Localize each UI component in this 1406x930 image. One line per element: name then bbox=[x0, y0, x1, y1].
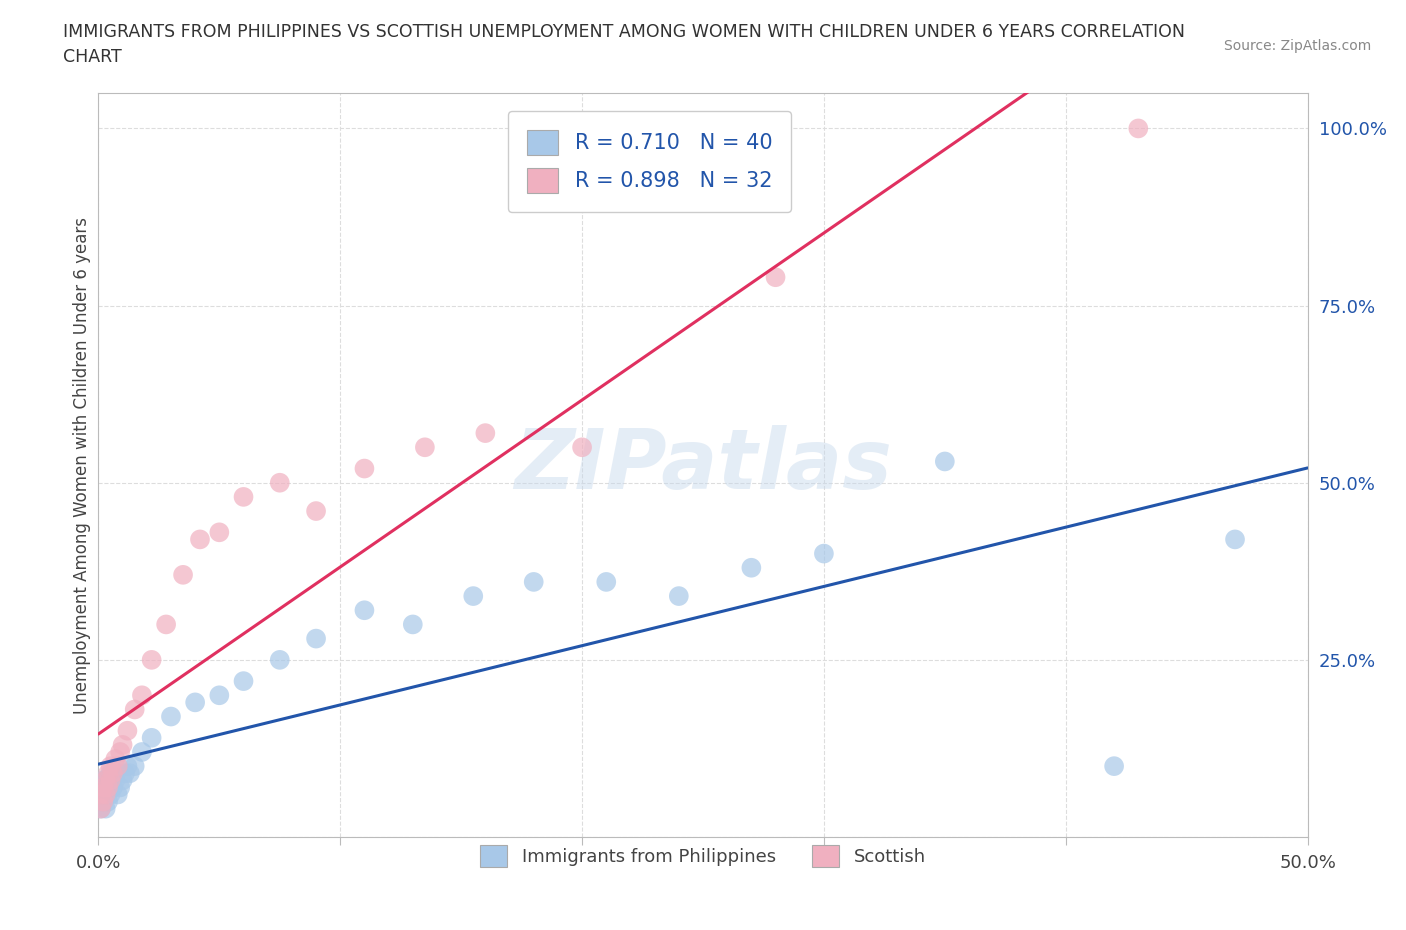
Point bbox=[111, 737, 134, 752]
Point bbox=[463, 589, 485, 604]
Point bbox=[141, 653, 163, 668]
Point bbox=[97, 780, 120, 795]
Point bbox=[111, 773, 134, 788]
Point bbox=[94, 773, 117, 788]
Point bbox=[131, 745, 153, 760]
Point bbox=[269, 653, 291, 668]
Point bbox=[104, 751, 127, 766]
Point bbox=[188, 532, 211, 547]
Point bbox=[97, 794, 120, 809]
Point bbox=[131, 688, 153, 703]
Point bbox=[104, 773, 127, 788]
Point bbox=[160, 709, 183, 724]
Point bbox=[208, 688, 231, 703]
Point bbox=[232, 489, 254, 504]
Point bbox=[107, 787, 129, 802]
Text: ZIPatlas: ZIPatlas bbox=[515, 424, 891, 506]
Point bbox=[90, 802, 112, 817]
Point bbox=[100, 765, 122, 780]
Point bbox=[118, 765, 141, 780]
Point bbox=[94, 787, 117, 802]
Legend: Immigrants from Philippines, Scottish: Immigrants from Philippines, Scottish bbox=[471, 836, 935, 876]
Point bbox=[141, 730, 163, 745]
Y-axis label: Unemployment Among Women with Children Under 6 years: Unemployment Among Women with Children U… bbox=[73, 217, 91, 713]
Point bbox=[184, 695, 207, 710]
Point bbox=[571, 440, 593, 455]
Point bbox=[100, 773, 122, 788]
Point bbox=[474, 426, 496, 441]
Point bbox=[1223, 532, 1246, 547]
Point bbox=[91, 780, 114, 795]
Point bbox=[100, 787, 122, 802]
Point bbox=[740, 560, 762, 575]
Point bbox=[305, 631, 328, 646]
Point bbox=[353, 461, 375, 476]
Point bbox=[101, 765, 124, 780]
Point bbox=[101, 780, 124, 795]
Point bbox=[90, 787, 112, 802]
Point bbox=[668, 589, 690, 604]
Point bbox=[117, 724, 139, 738]
Point bbox=[208, 525, 231, 539]
Point bbox=[124, 759, 146, 774]
Point bbox=[402, 617, 425, 631]
Point bbox=[90, 787, 112, 802]
Point bbox=[91, 794, 114, 809]
Point bbox=[595, 575, 617, 590]
Point bbox=[413, 440, 436, 455]
Point bbox=[124, 702, 146, 717]
Point bbox=[934, 454, 956, 469]
Point bbox=[155, 617, 177, 631]
Text: Source: ZipAtlas.com: Source: ZipAtlas.com bbox=[1223, 39, 1371, 53]
Point bbox=[97, 765, 120, 780]
Text: IMMIGRANTS FROM PHILIPPINES VS SCOTTISH UNEMPLOYMENT AMONG WOMEN WITH CHILDREN U: IMMIGRANTS FROM PHILIPPINES VS SCOTTISH … bbox=[63, 23, 1185, 41]
Point bbox=[765, 270, 787, 285]
Point bbox=[90, 802, 112, 817]
Point bbox=[232, 673, 254, 688]
Point bbox=[108, 745, 131, 760]
Point bbox=[523, 575, 546, 590]
Point bbox=[91, 773, 114, 788]
Text: CHART: CHART bbox=[63, 48, 122, 66]
Point bbox=[91, 794, 114, 809]
Point bbox=[94, 773, 117, 788]
Point bbox=[353, 603, 375, 618]
Point bbox=[100, 759, 122, 774]
Point bbox=[172, 567, 194, 582]
Point bbox=[97, 780, 120, 795]
Point bbox=[114, 765, 136, 780]
Point bbox=[91, 780, 114, 795]
Point bbox=[108, 780, 131, 795]
Point bbox=[813, 546, 835, 561]
Point bbox=[269, 475, 291, 490]
Point bbox=[1102, 759, 1125, 774]
Point bbox=[117, 759, 139, 774]
Point bbox=[107, 759, 129, 774]
Point bbox=[305, 504, 328, 519]
Point bbox=[1128, 121, 1150, 136]
Point bbox=[94, 802, 117, 817]
Point bbox=[94, 787, 117, 802]
